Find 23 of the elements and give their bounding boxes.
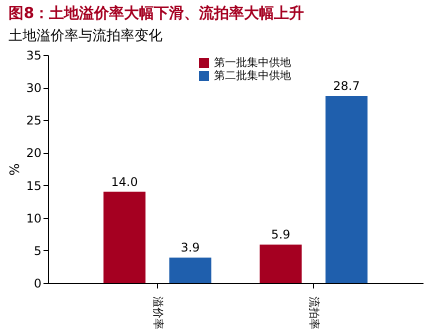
- bar: [169, 258, 212, 283]
- legend-label: 第二批集中供地: [214, 69, 291, 82]
- y-tick-label: 30: [26, 81, 42, 96]
- y-tick-label: 10: [26, 211, 42, 226]
- bar: [103, 192, 146, 283]
- data-label: 5.9: [271, 228, 290, 242]
- y-tick-label: 15: [26, 178, 42, 193]
- data-label: 28.7: [333, 79, 360, 94]
- y-tick-label: 35: [26, 48, 42, 62]
- data-label: 14.0: [111, 174, 138, 189]
- y-tick-label: 25: [26, 114, 42, 128]
- chart-subtitle: 土地溢价率与流拍率变化: [8, 28, 163, 44]
- y-tick-label: 20: [26, 146, 42, 160]
- chart-title: 图8：土地溢价率大幅下滑、流拍率大幅上升: [8, 4, 304, 22]
- y-tick-label: 0: [34, 276, 42, 290]
- legend-label: 第一批集中供地: [214, 56, 291, 69]
- y-tick-label: 5: [34, 244, 42, 258]
- data-label: 3.9: [180, 240, 200, 255]
- x-tick-label: 流拍率: [308, 296, 321, 330]
- y-axis-title: %: [8, 163, 24, 176]
- bar: [326, 96, 368, 283]
- bar: [260, 244, 302, 283]
- x-tick-label: 溢价率: [151, 296, 164, 330]
